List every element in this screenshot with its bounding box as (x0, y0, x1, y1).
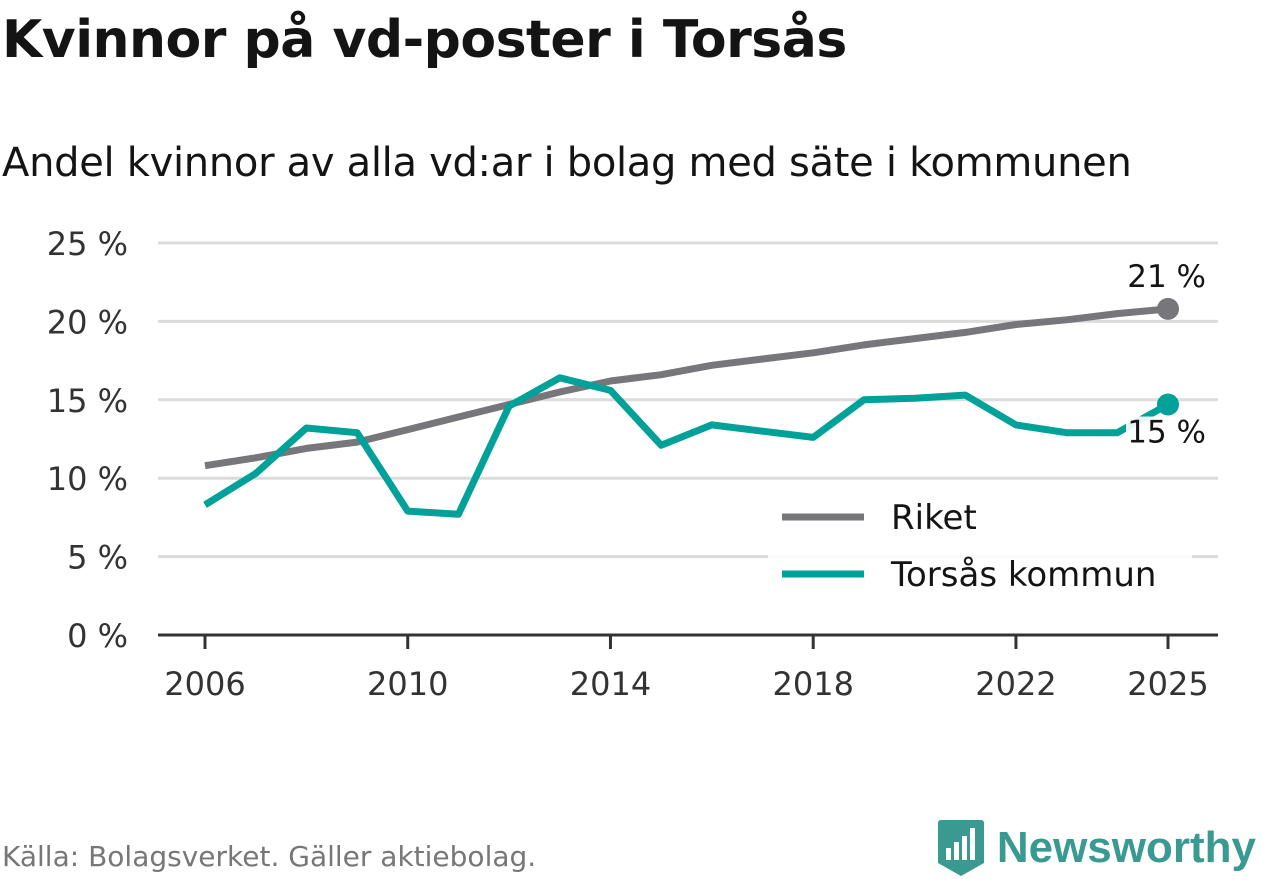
chart-subtitle: Andel kvinnor av alla vd:ar i bolag med … (2, 140, 1132, 186)
series-line-kommun (203, 374, 1170, 518)
y-axis-ticks: 0 % 5 % 10 % 15 % 20 % 25 % (47, 225, 128, 655)
brand-name: Newsworthy (996, 823, 1256, 872)
legend-label: Torsås kommun (890, 555, 1156, 595)
x-tick-label: 2006 (164, 665, 245, 703)
x-tick-label: 2014 (570, 665, 651, 703)
x-tick-label: 2018 (772, 665, 853, 703)
chart-title: Kvinnor på vd-poster i Torsås (2, 10, 847, 70)
y-tick-label: 5 % (67, 539, 128, 577)
y-tick-label: 0 % (67, 617, 128, 655)
legend-background (768, 489, 1192, 601)
y-tick-label: 15 % (47, 382, 128, 420)
legend: Riket Torsås kommun (768, 489, 1192, 601)
legend-label: Riket (891, 498, 977, 538)
y-tick-label: 20 % (47, 303, 128, 341)
source-note: Källa: Bolagsverket. Gäller aktiebolag. (2, 840, 537, 873)
end-label-kommun: 15 % (1127, 415, 1206, 451)
x-tick-label: 2022 (975, 665, 1056, 703)
end-labels: 21 % 15 % (1126, 259, 1208, 451)
x-axis: 2006 2010 2014 2018 2022 2025 (158, 633, 1218, 703)
x-tick-label: 2025 (1127, 665, 1208, 703)
brand-logo: Newsworthy (937, 818, 1256, 878)
y-tick-label: 25 % (47, 225, 128, 263)
end-point-marker (1157, 393, 1179, 416)
y-tick-label: 10 % (47, 460, 128, 498)
series-line-riket (204, 305, 1169, 470)
end-point-marker (1157, 297, 1179, 320)
end-label-riket: 21 % (1127, 259, 1206, 295)
bar-chart-badge-icon (937, 820, 984, 876)
x-tick-label: 2010 (367, 665, 448, 703)
end-label-background (1126, 416, 1208, 449)
series-lines (203, 297, 1179, 518)
